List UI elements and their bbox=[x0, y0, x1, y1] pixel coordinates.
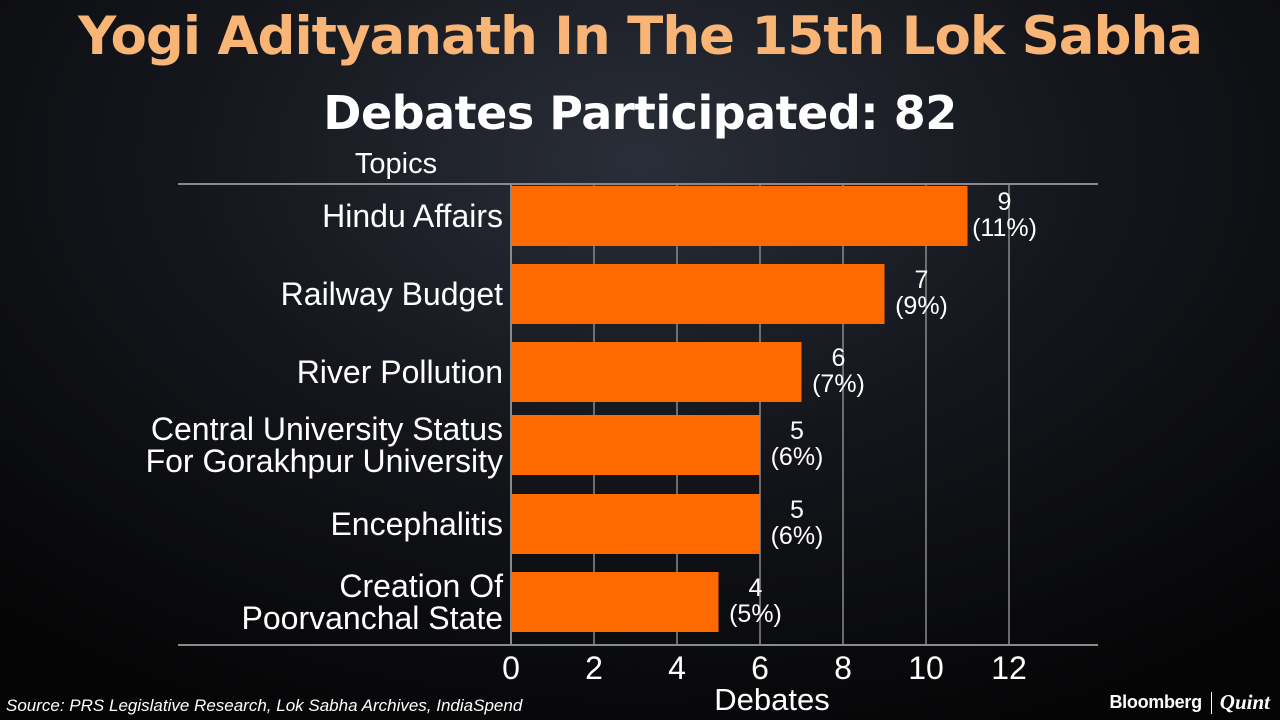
data-label-count: 6 bbox=[832, 344, 846, 372]
chart-title: Yogi Adityanath In The 15th Lok Sabha bbox=[78, 6, 1203, 67]
brand-logo: Bloomberg Quint bbox=[1109, 690, 1270, 715]
data-label-percent: (6%) bbox=[771, 443, 824, 471]
category-label: For Gorakhpur University bbox=[146, 443, 503, 479]
data-label-percent: (11%) bbox=[972, 214, 1037, 242]
bar bbox=[511, 264, 885, 324]
x-tick-label: 12 bbox=[991, 650, 1027, 686]
bar bbox=[511, 415, 760, 475]
chart-subtitle: Debates Participated: 82 bbox=[323, 86, 957, 140]
data-label-percent: (7%) bbox=[812, 370, 865, 398]
brand-divider bbox=[1210, 691, 1212, 714]
x-tick-label: 2 bbox=[585, 650, 603, 686]
bar bbox=[511, 342, 802, 402]
category-label: Encephalitis bbox=[330, 506, 503, 542]
brand-primary: Bloomberg bbox=[1109, 692, 1202, 712]
data-label-percent: (6%) bbox=[771, 522, 824, 550]
bar bbox=[511, 494, 760, 554]
data-label-count: 7 bbox=[915, 266, 929, 294]
data-label-count: 4 bbox=[749, 574, 763, 602]
x-tick-label: 4 bbox=[668, 650, 686, 686]
bar bbox=[511, 572, 719, 632]
data-label-count: 5 bbox=[790, 417, 804, 445]
bar bbox=[511, 186, 968, 246]
data-label-percent: (5%) bbox=[729, 600, 782, 628]
category-label: Hindu Affairs bbox=[322, 198, 503, 234]
x-tick-label: 0 bbox=[502, 650, 520, 686]
x-tick-label: 6 bbox=[751, 650, 769, 686]
data-label-count: 9 bbox=[998, 188, 1012, 216]
category-label: Central University Status bbox=[151, 411, 503, 447]
category-label: Poorvanchal State bbox=[242, 600, 504, 636]
category-label: River Pollution bbox=[297, 354, 503, 390]
x-tick-label: 10 bbox=[908, 650, 944, 686]
x-tick-label: 8 bbox=[834, 650, 852, 686]
brand-secondary: Quint bbox=[1219, 690, 1270, 714]
data-label-percent: (9%) bbox=[895, 292, 948, 320]
source-note: Source: PRS Legislative Research, Lok Sa… bbox=[6, 696, 523, 715]
category-label: Railway Budget bbox=[281, 276, 503, 312]
data-label-count: 5 bbox=[790, 496, 804, 524]
x-axis-label: Debates bbox=[714, 682, 829, 717]
category-label: Creation Of bbox=[339, 568, 503, 604]
y-axis-label: Topics bbox=[355, 148, 437, 180]
